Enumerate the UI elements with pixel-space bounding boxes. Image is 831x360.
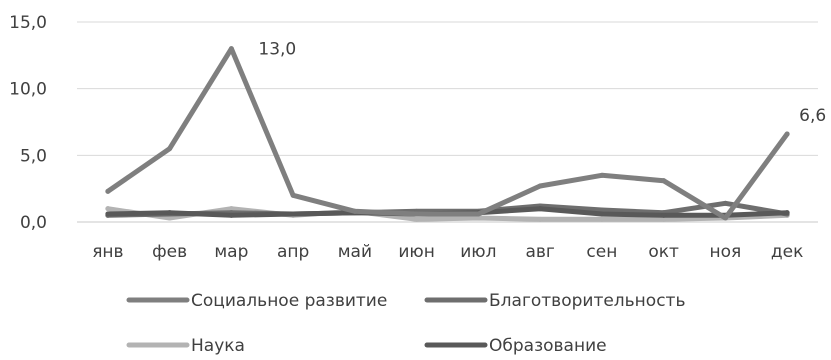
x-category-label: мар — [214, 242, 248, 262]
y-tick-label: 10,0 — [9, 80, 47, 100]
data-point — [537, 206, 543, 212]
data-point — [105, 188, 111, 194]
legend-label: Наука — [191, 336, 245, 356]
x-category-label: июн — [398, 242, 434, 262]
x-category-label: ноя — [710, 242, 742, 262]
data-point — [475, 211, 481, 217]
x-category-label: окт — [648, 242, 679, 262]
data-point — [290, 192, 296, 198]
data-point — [290, 211, 296, 217]
x-category-label: янв — [92, 242, 123, 262]
legend: Социальное развитие Благотворительность На… — [126, 291, 685, 356]
x-category-label: дек — [771, 242, 803, 262]
data-point — [228, 212, 234, 218]
data-point — [661, 212, 667, 218]
gridlines — [77, 21, 818, 223]
data-point — [784, 210, 790, 216]
y-tick-label: 5,0 — [20, 146, 47, 166]
x-axis-categories: янв фев мар апр май июн июл авг сен окт ноя дек — [92, 242, 803, 262]
data-point — [475, 215, 481, 221]
data-point — [414, 211, 420, 217]
data-point — [661, 216, 667, 222]
legend-label: Образование — [489, 336, 607, 356]
data-point — [537, 216, 543, 222]
series-lines — [105, 46, 790, 222]
data-point — [105, 206, 111, 212]
data-point — [599, 211, 605, 217]
y-tick-label: 0,0 — [20, 213, 47, 233]
data-point — [599, 207, 605, 213]
data-point — [167, 210, 173, 216]
data-point — [599, 172, 605, 178]
x-category-label: апр — [277, 242, 309, 262]
data-point — [167, 215, 173, 221]
data-point — [228, 206, 234, 212]
data-point — [784, 131, 790, 137]
data-point — [228, 46, 234, 52]
x-category-label: авг — [525, 242, 554, 262]
y-axis-ticks: 0,0 5,0 10,0 15,0 — [9, 13, 47, 233]
data-point — [414, 216, 420, 222]
data-label: 6,6 — [799, 106, 826, 126]
series-line-0 — [105, 46, 790, 221]
x-category-label: июл — [460, 242, 496, 262]
data-label: 13,0 — [258, 40, 296, 60]
data-point — [167, 146, 173, 152]
data-point — [722, 200, 728, 206]
x-category-label: сен — [586, 242, 617, 262]
x-category-label: фев — [152, 242, 187, 262]
data-point — [661, 178, 667, 184]
data-labels: 13,0 6,6 — [258, 40, 826, 126]
data-point — [537, 183, 543, 189]
data-point — [722, 215, 728, 221]
y-tick-label: 15,0 — [9, 13, 47, 33]
data-point — [599, 216, 605, 222]
data-point — [105, 211, 111, 217]
data-point — [352, 208, 358, 214]
series-line-2 — [105, 206, 790, 222]
legend-label: Социальное развитие — [191, 291, 387, 311]
legend-label: Благотворительность — [489, 291, 685, 311]
x-category-label: май — [338, 242, 372, 262]
